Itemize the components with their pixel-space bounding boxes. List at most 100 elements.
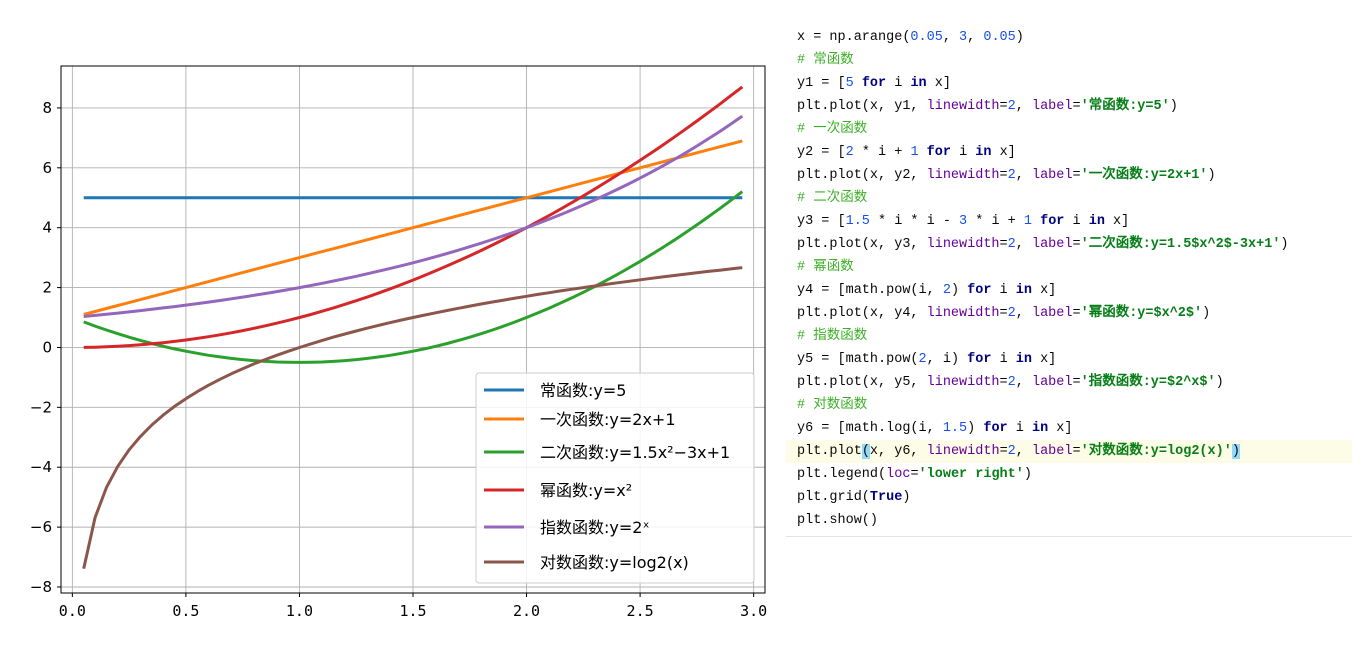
code-token: i <box>886 76 911 91</box>
code-token: ) <box>967 421 984 436</box>
y-tick-label: 6 <box>42 159 52 177</box>
code-token: for <box>983 421 1008 436</box>
code-token: ) <box>1215 375 1224 390</box>
code-line: x = np.arange(0.05, 3, 0.05) <box>786 26 1352 49</box>
code-token: 0.05 <box>910 30 943 45</box>
code-token: i <box>1007 421 1032 436</box>
code-token: plt.show() <box>797 513 879 528</box>
code-token: = <box>1072 99 1081 114</box>
code-token: for <box>861 76 887 91</box>
code-token: 2 <box>918 352 927 367</box>
code-token: ) <box>1015 30 1024 45</box>
code-token: 2 <box>845 145 854 160</box>
code-token: label <box>1031 375 1073 390</box>
code-panel: x = np.arange(0.05, 3, 0.05) # 常函数 y1 = [5… <box>786 26 1352 537</box>
code-token: # 幂函数 <box>797 260 854 275</box>
code-token: ) <box>1207 168 1216 183</box>
code-token: = <box>999 237 1008 252</box>
code-token: plt.legend( <box>797 467 887 482</box>
code-line: # 对数函数 <box>786 394 1352 417</box>
code-token: x] <box>1031 352 1057 367</box>
code-token: linewidth <box>926 306 1000 321</box>
code-token: x] <box>1031 283 1057 298</box>
code-token: = <box>1072 444 1081 459</box>
code-lines: x = np.arange(0.05, 3, 0.05) # 常函数 y1 = [5… <box>786 26 1352 532</box>
axis-ticks: 0.0 0.5 1.0 1.5 2.0 2.5 3.0 −8 −6 −4 −2 0 2 4 6 8 <box>30 99 767 620</box>
code-token: linewidth <box>926 237 1000 252</box>
legend-box <box>475 372 755 584</box>
series-line-5 <box>83 114 744 318</box>
code-token: # 指数函数 <box>797 329 868 344</box>
series-line-6 <box>82 266 743 570</box>
code-token: 'lower right' <box>918 467 1024 482</box>
code-token: 2 <box>1007 99 1016 114</box>
code-token: i <box>991 352 1016 367</box>
code-token: = <box>999 306 1008 321</box>
code-token: plt.grid( <box>797 490 870 505</box>
code-token: linewidth <box>926 375 1000 390</box>
code-token: '幂函数:y=$x^2$' <box>1080 306 1203 321</box>
code-token <box>854 76 862 91</box>
code-token: = <box>999 375 1008 390</box>
code-token: 1.5 <box>942 421 968 436</box>
code-token: label <box>1031 306 1073 321</box>
code-token: ( <box>861 444 870 459</box>
code-token: label <box>1031 444 1073 459</box>
code-token: plt.plot(x, y2, <box>797 168 927 183</box>
code-line: # 一次函数 <box>786 118 1352 141</box>
code-token: '常函数:y=5' <box>1080 99 1170 114</box>
code-token: x, y6, <box>869 444 927 459</box>
code-token: * i * i - <box>869 214 960 229</box>
code-token: loc <box>886 467 911 482</box>
series-lines <box>82 85 744 570</box>
code-divider <box>786 536 1352 537</box>
x-tick-label: 2.0 <box>513 602 540 620</box>
code-line: # 幂函数 <box>786 256 1352 279</box>
series-line-3 <box>83 190 744 364</box>
code-token: 3 <box>959 214 968 229</box>
code-line: # 常函数 <box>786 49 1352 72</box>
code-line-highlighted: plt.plot(x, y6, linewidth=2, label='对数函数… <box>786 440 1352 463</box>
code-line: plt.plot(x, y1, linewidth=2, label='常函数:… <box>786 95 1352 118</box>
y-tick-label: 0 <box>42 338 52 356</box>
code-token: 2 <box>1007 168 1016 183</box>
y-tick-label: −2 <box>30 398 52 416</box>
code-token: x] <box>926 76 951 91</box>
code-line: y6 = [math.log(i, 1.5) for i in x] <box>786 417 1352 440</box>
code-token: = <box>999 444 1008 459</box>
code-token: '一次函数:y=2x+1' <box>1080 168 1208 183</box>
code-token: '指数函数:y=$2^x$' <box>1080 375 1216 390</box>
code-token: 2 <box>1007 237 1016 252</box>
code-token: 1 <box>910 145 919 160</box>
code-token: , <box>1015 375 1032 390</box>
legend-label: 一次函数:y=2x+1 <box>540 410 676 429</box>
code-token: , <box>967 30 984 45</box>
x-tick-label: 0.0 <box>59 602 86 620</box>
code-token: 2 <box>942 283 951 298</box>
code-token <box>919 145 927 160</box>
code-token: ) <box>1202 306 1211 321</box>
code-token: plt.plot(x, y3, <box>797 237 927 252</box>
code-token: y3 = [ <box>797 214 846 229</box>
legend-label: 指数函数:y=2ˣ <box>540 518 650 537</box>
code-line: # 指数函数 <box>786 325 1352 348</box>
code-token: in <box>1031 421 1049 436</box>
legend-label: 幂函数:y=x² <box>540 481 632 500</box>
code-token: 1.5 <box>845 214 870 229</box>
code-token: x = np.arange( <box>797 30 911 45</box>
y-tick-label: −4 <box>30 458 52 476</box>
code-token: '二次函数:y=1.5$x^2$-3x+1' <box>1080 237 1281 252</box>
code-token: '对数函数:y=log2(x)' <box>1080 444 1232 459</box>
code-token: = <box>999 99 1008 114</box>
code-token: True <box>869 490 903 505</box>
code-token: ) <box>902 490 911 505</box>
code-line: y1 = [5 for i in x] <box>786 72 1352 95</box>
code-token: x] <box>991 145 1016 160</box>
code-line: y3 = [1.5 * i * i - 3 * i + 1 for i in x… <box>786 210 1352 233</box>
code-token: for <box>926 145 951 160</box>
code-token: plt.plot(x, y1, <box>797 99 927 114</box>
code-token: = <box>999 168 1008 183</box>
y-tick-label: −8 <box>30 578 52 596</box>
code-token: 1 <box>1023 214 1032 229</box>
code-token: plt.plot(x, y5, <box>797 375 927 390</box>
